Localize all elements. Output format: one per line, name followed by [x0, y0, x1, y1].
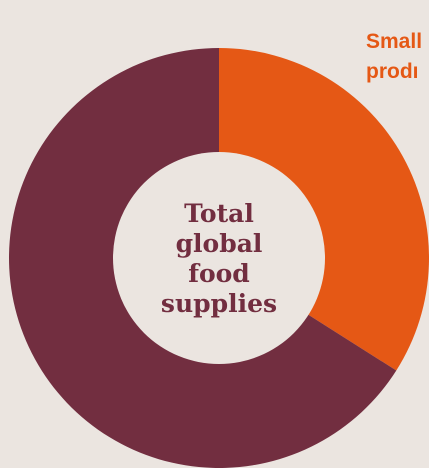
center-label: Total global food supplies [161, 199, 277, 318]
center-label-line: Total [184, 199, 254, 228]
donut-hole [113, 152, 325, 364]
slice-label-small-producers: Small prodı [366, 30, 422, 83]
center-label-line: supplies [161, 289, 277, 318]
center-label-line: food [188, 259, 250, 288]
slice-label-line: Small [366, 30, 422, 53]
center-label-line: global [176, 229, 263, 258]
slice-label-line: prodı [366, 60, 419, 83]
